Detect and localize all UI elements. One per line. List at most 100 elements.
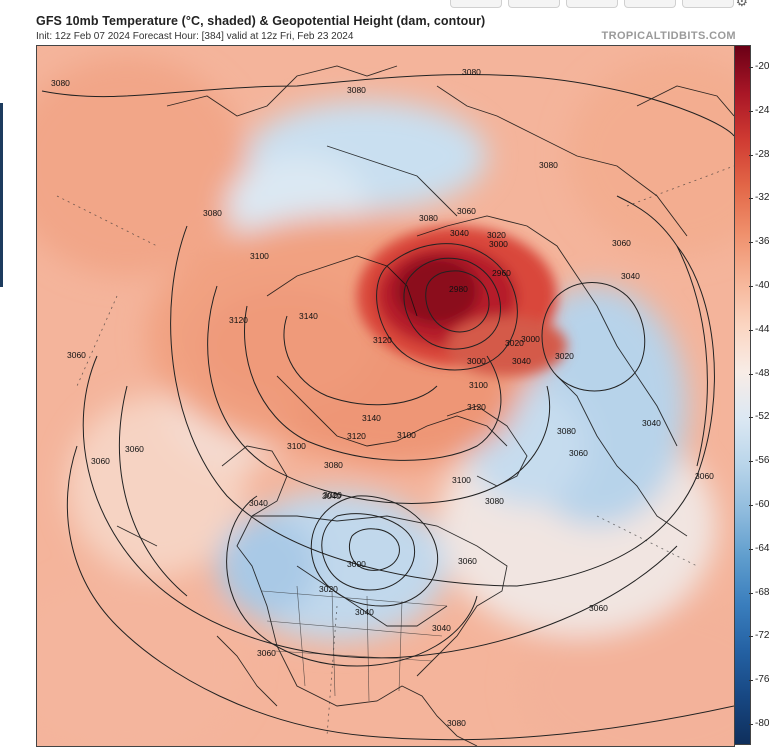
contour-label: 3060 [569,448,588,458]
contour-label: 3060 [67,350,86,360]
contour-label: 3060 [257,648,276,658]
contour-label: 3080 [203,208,222,218]
colorbar-label: -64 [755,542,770,554]
contour-label: 3120 [347,431,366,441]
colorbar-tick [749,505,753,506]
contour-label: 3000 [347,559,366,569]
contour-label: 3080 [51,78,70,88]
contour-label: 3060 [695,471,714,481]
colorbar-tick [749,417,753,419]
contour-label: 3000 [489,239,508,249]
height-contours [41,73,734,741]
contour-label: 3100 [469,380,488,390]
contour-label: 3000 [521,334,540,344]
temperature-colorbar: -20 -24 -28 -32 -36 -40 -44 -48 -52 -56 -60 -64 -68 -… [734,45,774,745]
contour-label: 3000 [467,356,486,366]
us-state-lines [261,585,448,702]
colorbar-tick [749,461,753,463]
contour-label: 3060 [125,444,144,454]
contour-label: 3080 [447,718,466,728]
colorbar-label: -36 [755,236,770,248]
contour-label: 3080 [557,426,576,436]
contour-label: 3100 [250,251,269,261]
map-subtitle: Init: 12z Feb 07 2024 Forecast Hour: [38… [36,31,354,42]
colorbar-label: -56 [755,455,770,467]
contour-label: 3100 [287,441,306,451]
contour-labels: 3080 3080 3080 3080 3080 3080 3080 3080 … [51,67,714,728]
colorbar-tick [749,592,753,594]
colorbar-tick [749,67,753,68]
contour-label: 3040 [621,271,640,281]
brand-logo-text[interactable]: TROPICALTIDBITS.COM [601,30,736,42]
contour-label: 2980 [449,284,468,294]
contour-label: 3060 [457,206,476,216]
graticule [56,165,734,737]
toolbar-tab[interactable] [682,0,734,8]
contour-label: 3080 [462,67,481,77]
colorbar-tick [749,242,753,244]
colorbar-tick [749,548,753,550]
colorbar-label: -72 [755,630,770,642]
colorbar-tick [749,110,753,112]
colorbar-tick [749,373,753,375]
colorbar-tick [749,680,753,682]
colorbar-label: -68 [755,586,770,598]
contour-label: 3140 [362,413,381,423]
contour-label: 3100 [452,475,471,485]
top-toolbar-tabs [450,0,734,8]
coastlines [116,65,734,746]
colorbar-label: -44 [755,323,770,335]
contour-label: 3040 [322,491,341,501]
contour-label: 3060 [612,238,631,248]
colorbar-tick [749,198,753,200]
colorbar-label: -20 [755,61,770,72]
colorbar-label: -48 [755,367,770,379]
contour-label: 3020 [555,351,574,361]
temperature-map: 3080 3080 3080 3080 3080 3080 3080 3080 … [37,46,734,746]
contour-label: 3120 [229,315,248,325]
gear-icon[interactable]: ⚙ [735,0,748,10]
colorbar-gradient [734,45,751,745]
edge-bar [0,103,3,287]
contour-label: 3080 [347,85,366,95]
colorbar-label: -28 [755,148,770,160]
colorbar-label: -52 [755,411,770,423]
contour-label: 3140 [299,311,318,321]
contour-label: 3060 [458,556,477,566]
contour-label: 3040 [249,498,268,508]
contour-label: 2960 [492,268,511,278]
contour-label: 3100 [397,430,416,440]
colorbar-tick [749,286,753,287]
contour-label: 3040 [450,228,469,238]
contour-label: 3080 [485,496,504,506]
contour-label: 3080 [419,213,438,223]
toolbar-tab[interactable] [508,0,560,8]
contour-label: 3040 [432,623,451,633]
contour-label: 3040 [512,356,531,366]
contour-label: 3120 [467,402,486,412]
toolbar-tab[interactable] [566,0,618,8]
map-title: GFS 10mb Temperature (°C, shaded) & Geop… [36,14,486,28]
contour-label: 3020 [323,490,342,500]
temperature-shading [37,56,734,746]
contour-label: 3080 [324,460,343,470]
toolbar-tab[interactable] [624,0,676,8]
contour-label: 3020 [505,338,524,348]
colorbar-tick [749,636,753,638]
contour-label: 3040 [355,607,374,617]
map-panel[interactable]: 3080 3080 3080 3080 3080 3080 3080 3080 … [36,45,735,747]
contour-label: 3060 [589,603,608,613]
contour-label: 3020 [319,584,338,594]
toolbar-tab[interactable] [450,0,502,8]
contour-label: 3060 [91,456,110,466]
colorbar-tick [749,329,753,331]
colorbar-label: -24 [755,104,770,116]
contour-label: 3040 [642,418,661,428]
contour-label: 3020 [487,230,506,240]
colorbar-label: -80 [755,718,770,729]
colorbar-label: -76 [755,674,770,686]
colorbar-tick [749,154,753,156]
colorbar-label: -60 [755,499,770,510]
colorbar-label: -32 [755,192,770,204]
contour-label: 3080 [539,160,558,170]
